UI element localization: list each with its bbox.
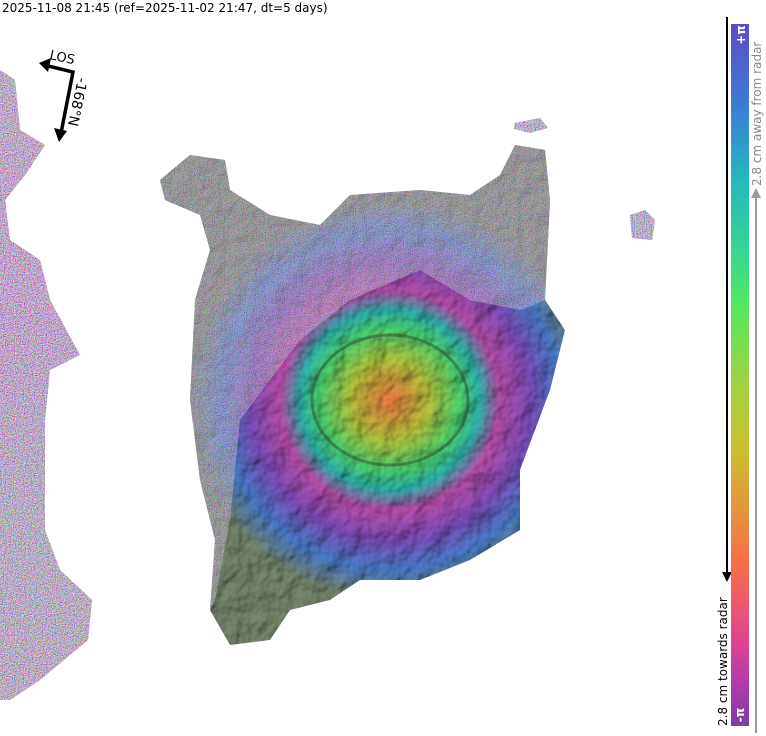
colorbar-arrows: [722, 17, 761, 733]
main-island-noise: [160, 145, 550, 610]
map-title: 2025-11-08 21:45 (ref=2025-11-02 21:47, …: [2, 1, 328, 15]
plus-pi-label: +π: [733, 25, 748, 45]
los-heading-arrow-icon: [39, 58, 76, 142]
left-island: [0, 70, 92, 700]
phase-colorbar: +π -π: [731, 24, 749, 726]
away-from-radar-label: 2.8 cm away from radar: [750, 41, 764, 186]
crater-rim: [310, 333, 470, 467]
los-label: LOS: [48, 48, 76, 68]
small-islet: [514, 118, 655, 240]
towards-radar-label: 2.8 cm towards radar: [716, 597, 730, 726]
minus-pi-label: -π: [732, 707, 747, 723]
